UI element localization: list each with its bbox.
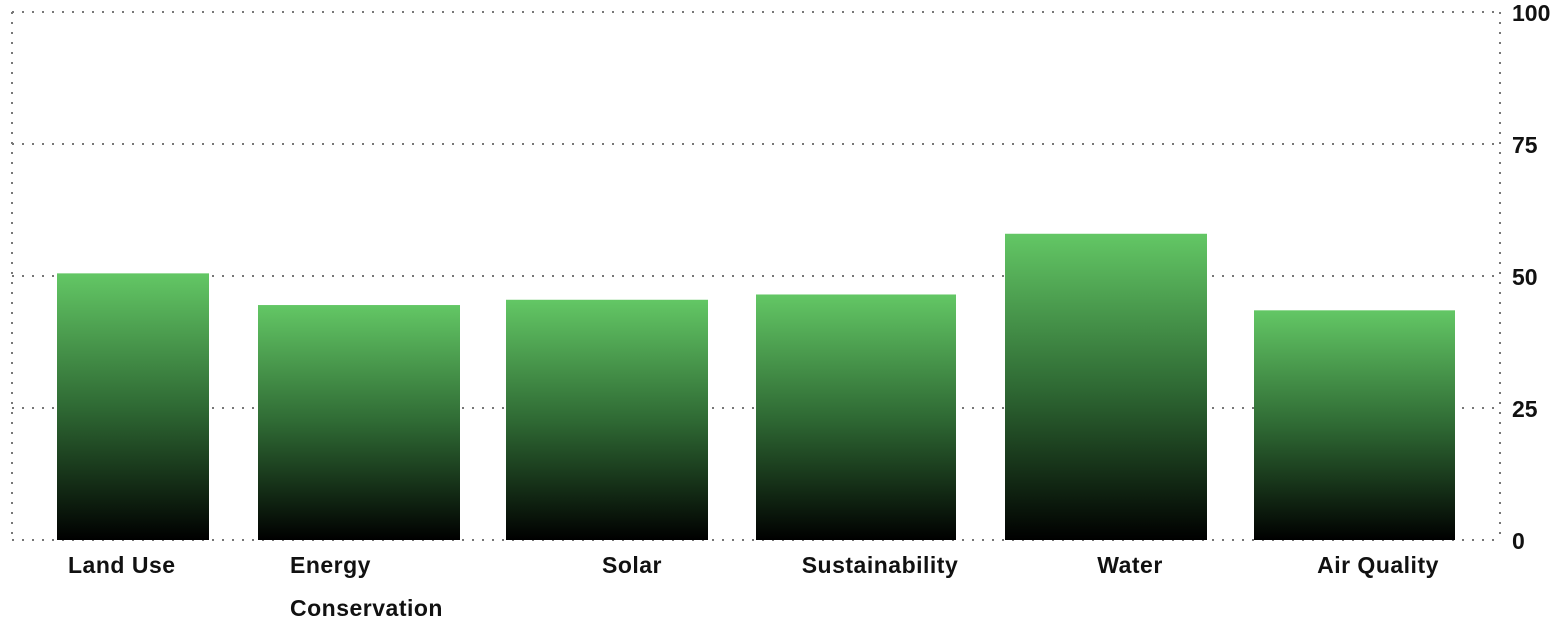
x-label-line: Land Use: [68, 552, 176, 578]
x-label-sustainability: Sustainability: [802, 552, 959, 578]
x-label-line: Water: [1097, 552, 1163, 578]
bar-energy-conservation: [258, 305, 460, 540]
y-tick-label-50: 50: [1512, 264, 1538, 290]
bar-air-quality: [1254, 310, 1455, 540]
bar-water: [1005, 233, 1207, 540]
x-label-line: Sustainability: [802, 552, 959, 578]
x-label-water: Water: [1097, 552, 1163, 578]
x-label-energy-conservation: Energy Conservation: [290, 552, 443, 621]
grid-layer: [11, 11, 1501, 541]
y-tick-label-0: 0: [1512, 528, 1525, 554]
x-label-land-use: Land Use: [68, 552, 176, 578]
x-label-solar: Solar: [602, 552, 662, 578]
y-tick-labels: 0 25 50 75 100: [1512, 0, 1550, 554]
x-label-air-quality: Air Quality: [1317, 552, 1439, 578]
y-tick-label-75: 75: [1512, 132, 1538, 158]
x-label-line: Air Quality: [1317, 552, 1439, 578]
bar-layer: [57, 233, 1455, 540]
y-tick-label-100: 100: [1512, 0, 1550, 26]
x-label-line: Conservation: [290, 595, 443, 621]
y-tick-label-25: 25: [1512, 396, 1538, 422]
bar-land-use: [57, 273, 209, 540]
x-label-line: Solar: [602, 552, 662, 578]
x-label-line: Energy: [290, 552, 371, 578]
bar-solar: [506, 299, 708, 540]
x-category-labels: Land Use Energy Conservation Solar Sustainab…: [68, 552, 1439, 621]
bar-sustainability: [756, 294, 956, 540]
